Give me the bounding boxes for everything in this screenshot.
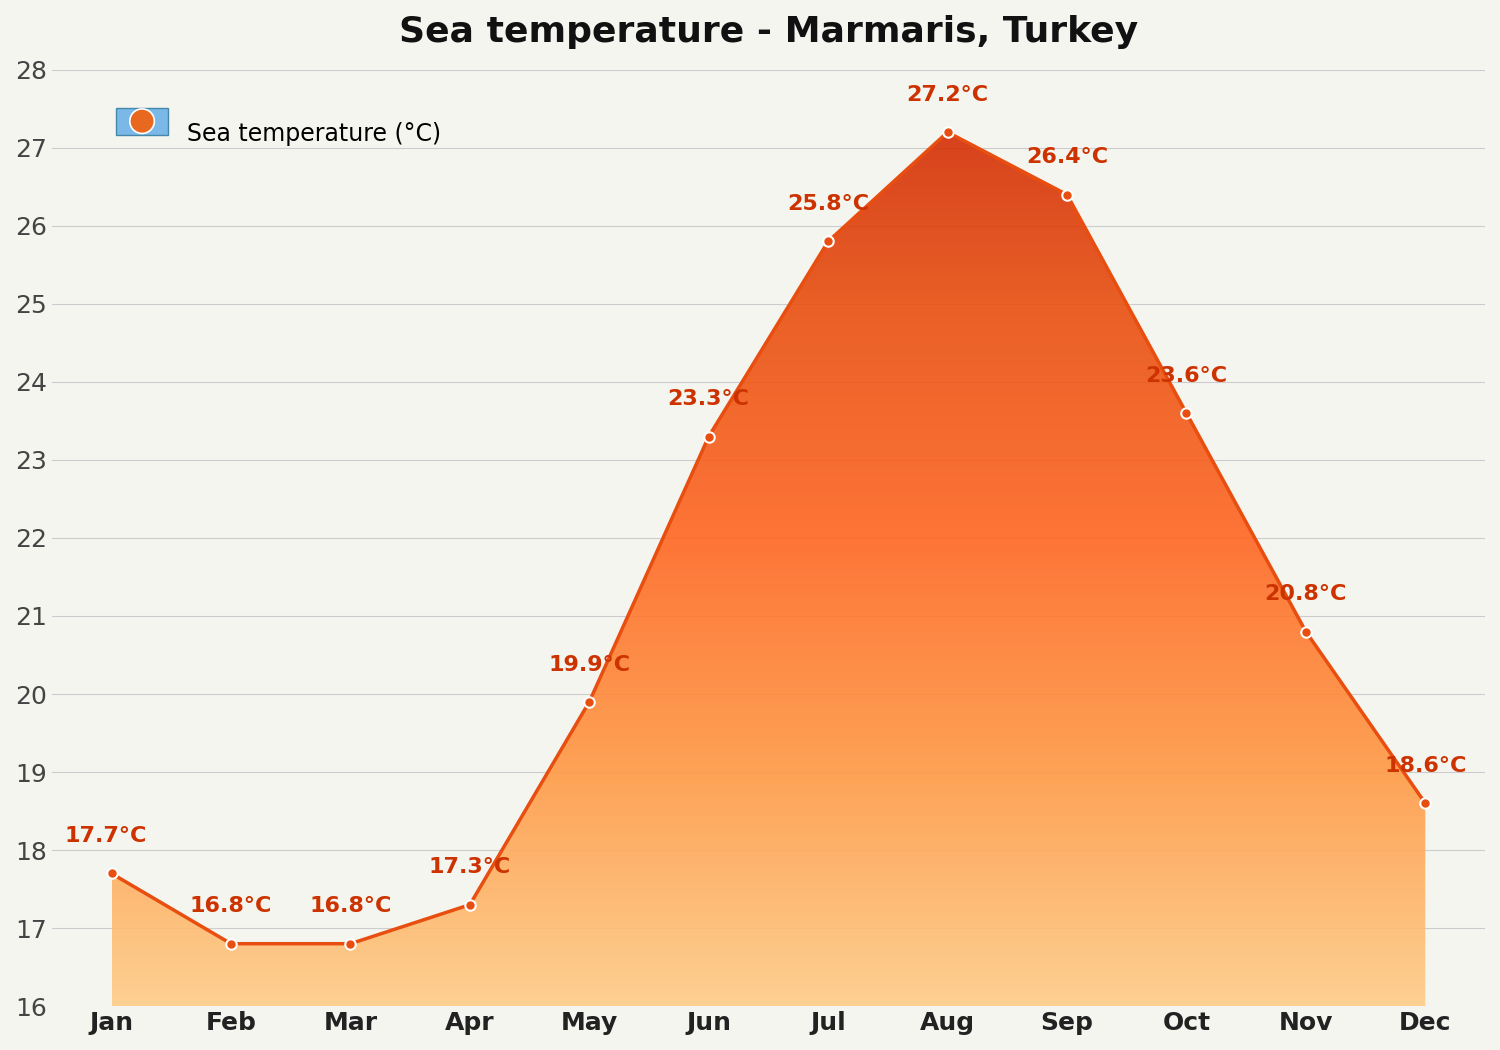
Text: 23.6°C: 23.6°C [1146,365,1227,385]
Text: 25.8°C: 25.8°C [788,194,868,214]
Text: 20.8°C: 20.8°C [1264,584,1347,605]
Text: 17.3°C: 17.3°C [429,858,512,878]
Text: 16.8°C: 16.8°C [309,897,392,917]
Text: 18.6°C: 18.6°C [1384,756,1467,776]
Text: 27.2°C: 27.2°C [906,85,989,105]
Text: 16.8°C: 16.8°C [190,897,272,917]
Text: 17.7°C: 17.7°C [64,826,147,846]
Text: 23.3°C: 23.3°C [668,390,750,410]
Text: 26.4°C: 26.4°C [1026,147,1108,167]
Title: Sea temperature - Marmaris, Turkey: Sea temperature - Marmaris, Turkey [399,15,1138,49]
Text: 19.9°C: 19.9°C [548,654,630,674]
Legend: Sea temperature (°C): Sea temperature (°C) [106,109,450,155]
